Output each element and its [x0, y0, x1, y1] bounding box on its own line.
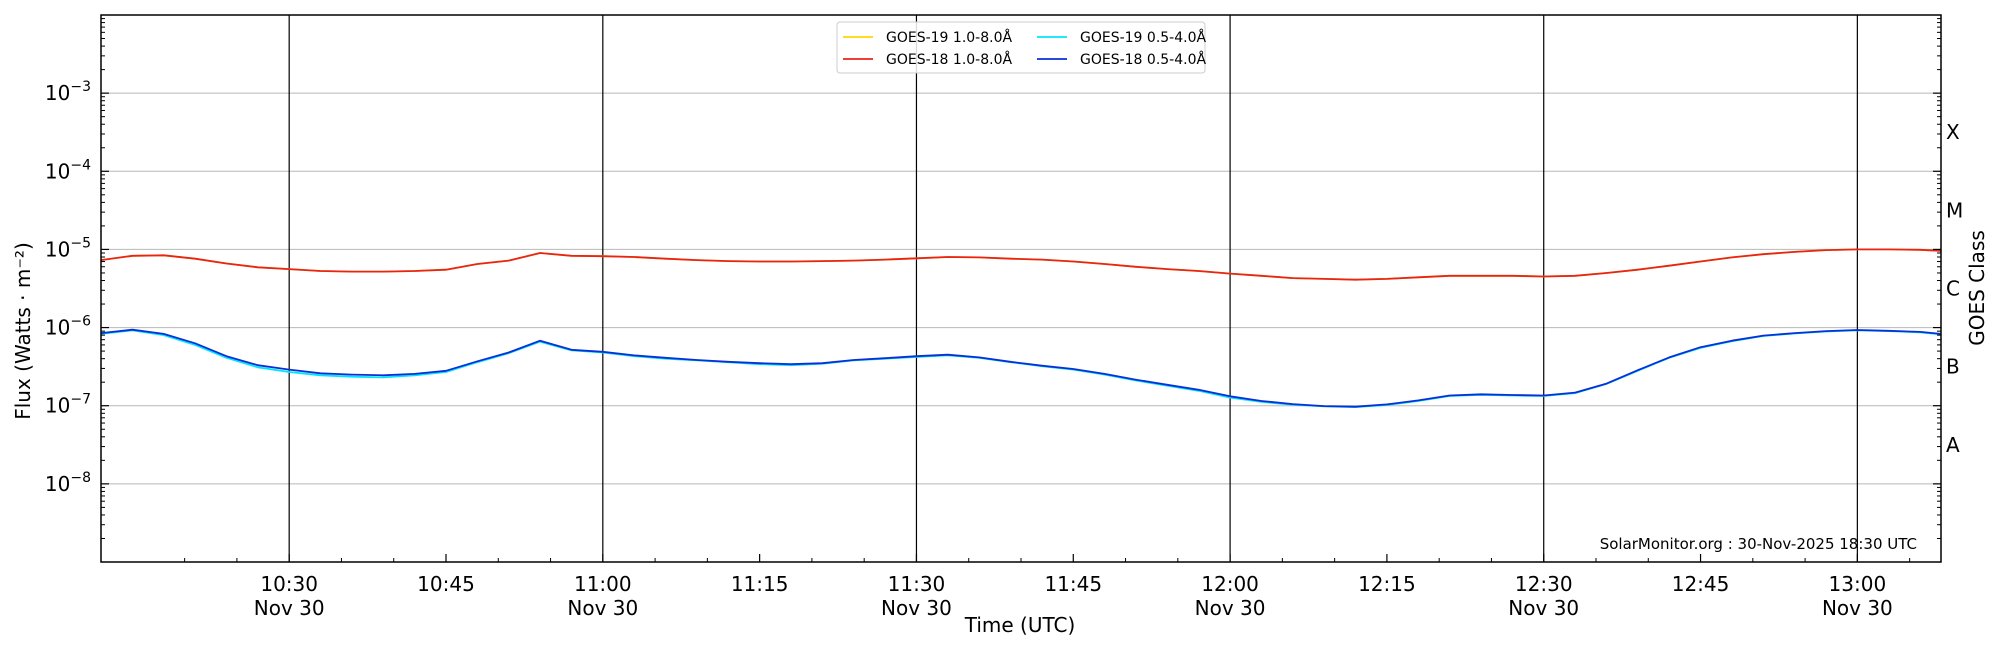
legend-entry: GOES-18 0.5-4.0Å [1080, 51, 1206, 68]
x-tick-date: Nov 30 [1822, 596, 1893, 620]
y-axis-title: Flux (Watts · m⁻²) [11, 242, 35, 420]
goes-class-label: B [1946, 355, 1960, 379]
x-tick-label: 12:00 [1201, 572, 1259, 596]
x-tick-date: Nov 30 [254, 596, 325, 620]
vertical-day-lines [288, 15, 1858, 562]
legend-box [836, 21, 1206, 74]
x-tick-label: 13:00 [1829, 572, 1887, 596]
legend-entry: GOES-19 0.5-4.0Å [1080, 29, 1206, 46]
legend-entry: GOES-19 1.0-8.0Å [886, 29, 1012, 46]
goes-class-label: M [1946, 198, 1963, 222]
x-tick-label: 11:30 [888, 572, 946, 596]
x-tick-label: 12:30 [1515, 572, 1573, 596]
y-tick-label: 10−3 [45, 79, 91, 105]
y-tick-label: 10−5 [45, 235, 91, 261]
x-axis-title: Time (UTC) [964, 613, 1076, 637]
x-tick-date: Nov 30 [1508, 596, 1579, 620]
x-tick-label: 10:30 [260, 572, 318, 596]
y-tick-label: 10−6 [45, 314, 91, 340]
x-tick-date: Nov 30 [1195, 596, 1266, 620]
series-line [100, 248, 1942, 281]
series-line [100, 328, 1942, 408]
goes-class-label: C [1946, 277, 1960, 301]
x-tick-date: Nov 30 [567, 596, 638, 620]
x-tick-label: 12:15 [1358, 572, 1416, 596]
goes-class-label: X [1946, 120, 1960, 144]
y-tick-label: 10−4 [45, 157, 91, 183]
goes-class-labels: A B C M X [1946, 120, 1963, 457]
x-tick-label: 11:00 [574, 572, 632, 596]
x-tick-label: 11:15 [731, 572, 789, 596]
credit-text: SolarMonitor.org : 30-Nov-2025 18:30 UTC [1600, 535, 1917, 553]
grid-layer [101, 92, 1941, 485]
goes-class-axis-title: GOES Class [1965, 230, 1989, 346]
x-tick-label: 10:45 [417, 572, 475, 596]
series-layer [100, 248, 1942, 409]
y-axis-ticks: 10−8 10−7 10−6 10−5 10−4 10−3 [45, 18, 1941, 539]
legend: GOES-19 1.0-8.0Å GOES-18 1.0-8.0Å GOES-19 … [836, 21, 1206, 74]
y-tick-label: 10−7 [45, 392, 91, 418]
x-tick-label: 11:45 [1044, 572, 1102, 596]
y-tick-label: 10−8 [45, 470, 91, 496]
legend-entry: GOES-18 1.0-8.0Å [886, 51, 1012, 68]
goes-class-label: A [1946, 433, 1960, 457]
x-tick-label: 12:45 [1672, 572, 1730, 596]
x-tick-date: Nov 30 [881, 596, 952, 620]
